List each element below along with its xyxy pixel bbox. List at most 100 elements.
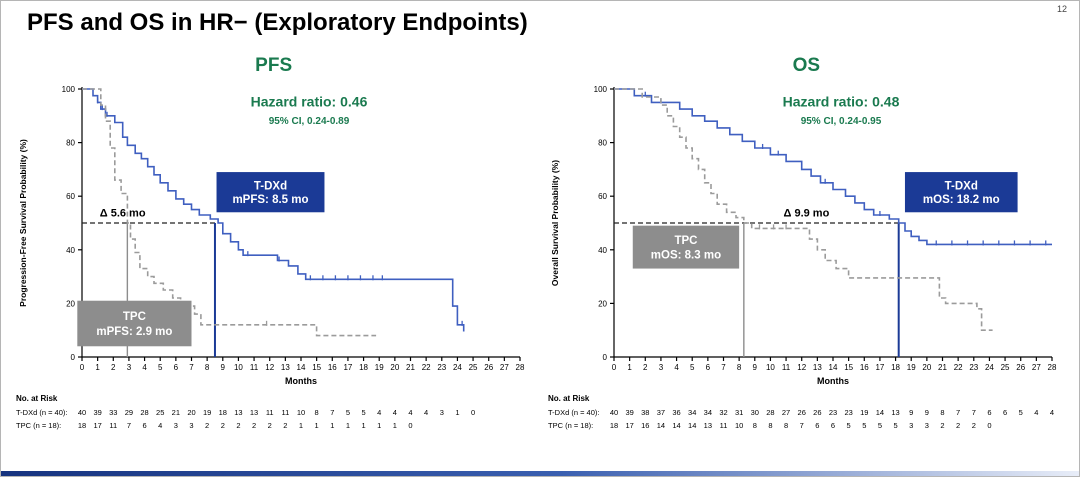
- svg-text:27: 27: [500, 363, 509, 372]
- svg-text:34: 34: [704, 408, 712, 417]
- svg-text:28: 28: [140, 408, 148, 417]
- svg-text:9: 9: [753, 363, 758, 372]
- svg-text:20: 20: [187, 408, 195, 417]
- slide-page-number: 12: [1056, 4, 1067, 14]
- svg-text:8: 8: [314, 408, 318, 417]
- svg-text:13: 13: [704, 421, 712, 430]
- svg-text:8: 8: [737, 363, 742, 372]
- svg-text:95% CI, 0.24-0.95: 95% CI, 0.24-0.95: [801, 116, 882, 127]
- svg-text:40: 40: [77, 408, 85, 417]
- svg-text:26: 26: [484, 363, 493, 372]
- svg-text:10: 10: [735, 421, 743, 430]
- svg-text:26: 26: [798, 408, 806, 417]
- svg-text:26: 26: [813, 408, 821, 417]
- svg-text:38: 38: [641, 408, 649, 417]
- svg-text:5: 5: [690, 363, 695, 372]
- svg-text:14: 14: [296, 363, 305, 372]
- svg-text:100: 100: [61, 85, 75, 94]
- svg-text:15: 15: [312, 363, 321, 372]
- svg-text:1: 1: [377, 421, 381, 430]
- svg-text:6: 6: [1003, 408, 1007, 417]
- svg-text:8: 8: [941, 408, 945, 417]
- risk-table-title: No. at Risk: [16, 394, 58, 403]
- svg-text:22: 22: [954, 363, 963, 372]
- svg-text:0: 0: [79, 363, 84, 372]
- svg-text:mOS: 8.3 mo: mOS: 8.3 mo: [651, 249, 721, 261]
- svg-text:4: 4: [377, 408, 381, 417]
- delta-label: Δ 9.9 mo: [784, 207, 830, 219]
- svg-text:25: 25: [1001, 363, 1010, 372]
- svg-text:23: 23: [845, 408, 853, 417]
- svg-text:4: 4: [675, 363, 680, 372]
- svg-text:18: 18: [77, 421, 85, 430]
- tpc-median-box: TPC mPFS: 2.9 mo: [76, 300, 192, 347]
- svg-text:12: 12: [798, 363, 807, 372]
- svg-text:60: 60: [598, 192, 607, 201]
- os-panel-title: OS: [792, 55, 821, 76]
- svg-text:4: 4: [142, 363, 147, 372]
- svg-text:12: 12: [265, 363, 274, 372]
- svg-text:3: 3: [659, 363, 664, 372]
- svg-text:17: 17: [626, 421, 634, 430]
- svg-text:21: 21: [406, 363, 415, 372]
- svg-text:4: 4: [158, 421, 162, 430]
- svg-text:7: 7: [330, 408, 334, 417]
- svg-text:33: 33: [109, 408, 117, 417]
- svg-text:8: 8: [769, 421, 773, 430]
- svg-text:19: 19: [374, 363, 383, 372]
- svg-text:60: 60: [66, 192, 75, 201]
- svg-text:6: 6: [816, 421, 820, 430]
- svg-text:mPFS: 8.5 mo: mPFS: 8.5 mo: [232, 194, 308, 206]
- svg-text:14: 14: [688, 421, 696, 430]
- svg-text:13: 13: [892, 408, 900, 417]
- svg-text:7: 7: [189, 363, 194, 372]
- svg-text:40: 40: [66, 246, 75, 255]
- svg-text:32: 32: [720, 408, 728, 417]
- tdxd-median-box: T-DXd mOS: 18.2 mo: [905, 172, 1018, 213]
- svg-text:1: 1: [314, 421, 318, 430]
- svg-text:11: 11: [109, 421, 117, 430]
- svg-text:0: 0: [988, 421, 992, 430]
- svg-text:18: 18: [359, 363, 368, 372]
- svg-text:2: 2: [252, 421, 256, 430]
- svg-text:7: 7: [722, 363, 727, 372]
- svg-text:11: 11: [265, 408, 273, 417]
- svg-text:14: 14: [673, 421, 681, 430]
- page-title: PFS and OS in HR− (Exploratory Endpoints…: [27, 9, 528, 36]
- svg-text:4: 4: [408, 408, 412, 417]
- svg-text:10: 10: [296, 408, 304, 417]
- svg-text:25: 25: [156, 408, 164, 417]
- svg-text:1: 1: [330, 421, 334, 430]
- hazard-ratio-annotation: Hazard ratio: 0.48 95% CI, 0.24-0.95: [783, 93, 900, 126]
- axes: [610, 87, 1053, 361]
- svg-text:95% CI, 0.24-0.89: 95% CI, 0.24-0.89: [268, 116, 349, 127]
- tpc-median-box: TPC mOS: 8.3 mo: [633, 225, 740, 269]
- svg-text:3: 3: [189, 421, 193, 430]
- svg-text:5: 5: [894, 421, 898, 430]
- svg-text:30: 30: [751, 408, 759, 417]
- svg-text:T-DXd: T-DXd: [945, 180, 978, 192]
- svg-text:13: 13: [281, 363, 290, 372]
- svg-text:1: 1: [455, 408, 459, 417]
- svg-text:80: 80: [66, 139, 75, 148]
- svg-text:mOS: 18.2 mo: mOS: 18.2 mo: [923, 194, 1000, 206]
- svg-text:13: 13: [234, 408, 242, 417]
- svg-text:6: 6: [173, 363, 178, 372]
- svg-text:9: 9: [925, 408, 929, 417]
- svg-text:0: 0: [70, 353, 75, 362]
- svg-text:6: 6: [831, 421, 835, 430]
- svg-text:Hazard ratio: 0.48: Hazard ratio: 0.48: [783, 93, 900, 109]
- svg-text:2: 2: [956, 421, 960, 430]
- svg-text:7: 7: [956, 408, 960, 417]
- svg-text:2: 2: [205, 421, 209, 430]
- y-axis-label: Progression-Free Survival Probability (%…: [18, 139, 28, 307]
- svg-text:9: 9: [909, 408, 913, 417]
- svg-text:19: 19: [860, 408, 868, 417]
- svg-text:21: 21: [938, 363, 947, 372]
- risk-table-title: No. at Risk: [548, 394, 590, 403]
- svg-text:2: 2: [972, 421, 976, 430]
- risk-row-label: T-DXd (n = 40):: [548, 408, 599, 417]
- svg-text:28: 28: [767, 408, 775, 417]
